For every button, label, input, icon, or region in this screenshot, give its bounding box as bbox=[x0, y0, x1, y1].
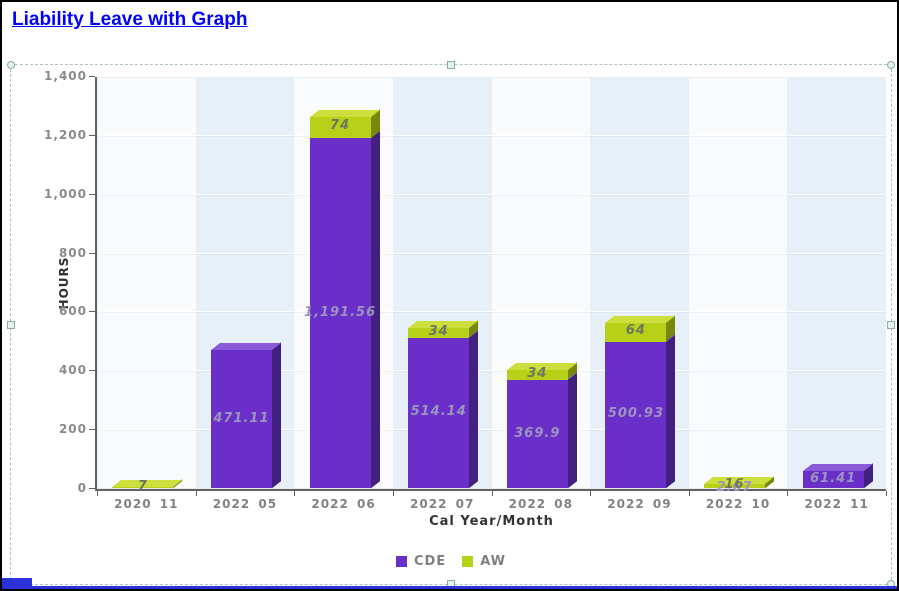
x-category-label: 2022 05 bbox=[212, 497, 278, 511]
bar-value-label: 471.11 bbox=[213, 410, 270, 426]
legend-item-aw[interactable]: AW bbox=[462, 554, 506, 569]
x-category-label: 2022 10 bbox=[705, 497, 771, 511]
bar-value-label: 74 bbox=[330, 118, 351, 134]
bar-aw-2022-07[interactable] bbox=[408, 327, 470, 338]
bottom-edge-line bbox=[2, 586, 897, 589]
x-category-label: 2022 09 bbox=[607, 497, 672, 511]
selection-handle-top-right[interactable] bbox=[887, 61, 895, 69]
bar-cde-2022-08[interactable] bbox=[506, 380, 568, 489]
bar-value-label: 34 bbox=[428, 323, 449, 339]
bar-value-label: 2.67 bbox=[716, 479, 753, 495]
x-tick-mark bbox=[392, 491, 394, 496]
y-tick-label: 200 bbox=[58, 422, 87, 437]
bar-value-label: 34 bbox=[527, 366, 548, 382]
x-tick-mark bbox=[787, 491, 789, 496]
bar-value-label: 61.41 bbox=[810, 470, 857, 486]
bar-aw-2020-11[interactable] bbox=[112, 486, 174, 489]
gridline bbox=[97, 252, 886, 254]
bottom-edge-block bbox=[2, 578, 32, 589]
x-category-label: 2022 07 bbox=[410, 497, 475, 511]
y-tick-mark bbox=[89, 252, 95, 254]
y-tick-label: 400 bbox=[58, 363, 87, 378]
x-tick-mark bbox=[886, 491, 887, 496]
gridline bbox=[97, 193, 886, 195]
y-tick-mark bbox=[89, 311, 95, 313]
report-title-link[interactable]: Liability Leave with Graph bbox=[12, 9, 248, 30]
plot-band bbox=[787, 77, 886, 489]
y-tick-label: 0 bbox=[77, 481, 87, 495]
bar-value-label: 500.93 bbox=[607, 406, 665, 422]
bar-value-label: 64 bbox=[625, 323, 646, 339]
gridline bbox=[97, 429, 886, 431]
legend-swatch-cde bbox=[395, 556, 407, 567]
y-tick-label: 800 bbox=[58, 245, 87, 260]
x-axis-line bbox=[95, 489, 886, 491]
legend-swatch-aw bbox=[462, 556, 474, 567]
legend: CDE AW bbox=[10, 554, 892, 569]
x-tick-mark bbox=[491, 491, 493, 496]
bar-aw-2022-06[interactable] bbox=[309, 116, 371, 139]
y-tick-label: 1,000 bbox=[44, 186, 87, 201]
y-tick-mark bbox=[89, 370, 95, 372]
x-tick-mark bbox=[590, 491, 592, 496]
gridline bbox=[97, 370, 886, 372]
bar-cde-2022-05[interactable] bbox=[210, 350, 272, 489]
bar-cde-2022-07[interactable] bbox=[408, 337, 470, 489]
x-tick-mark bbox=[688, 491, 690, 496]
bar-cde-2022-06[interactable] bbox=[309, 138, 371, 489]
y-tick-mark bbox=[89, 76, 95, 77]
legend-item-cde[interactable]: CDE bbox=[395, 554, 447, 569]
legend-label: CDE bbox=[413, 554, 447, 569]
x-category-label: 2022 08 bbox=[508, 497, 573, 511]
selection-handle-right-middle[interactable] bbox=[887, 320, 895, 329]
bar-aw-2022-08[interactable] bbox=[506, 370, 568, 381]
bar-value-label: 1,191.56 bbox=[303, 304, 377, 320]
bar-value-label: 369.9 bbox=[514, 425, 561, 441]
y-tick-mark bbox=[89, 193, 95, 195]
gridline bbox=[97, 311, 886, 313]
x-category-label: 2022 11 bbox=[804, 497, 869, 511]
y-tick-mark bbox=[89, 488, 95, 489]
plot-band bbox=[688, 77, 788, 489]
y-tick-mark bbox=[89, 429, 95, 431]
selection-handle-top-middle[interactable] bbox=[447, 61, 455, 69]
selection-handle-left-middle[interactable] bbox=[7, 320, 15, 329]
bar-cde-2022-11[interactable] bbox=[802, 470, 864, 489]
gridline bbox=[97, 134, 886, 136]
y-tick-label: 1,400 bbox=[44, 69, 87, 83]
bar-aw-2022-10[interactable] bbox=[704, 483, 766, 489]
x-tick-mark bbox=[97, 491, 98, 496]
y-tick-mark bbox=[89, 134, 95, 136]
x-tick-mark bbox=[294, 491, 296, 496]
x-category-label: 2022 06 bbox=[311, 497, 376, 511]
bar-cde-2022-09[interactable] bbox=[605, 341, 667, 489]
y-tick-label: 600 bbox=[58, 304, 87, 319]
bar-value-label: 16 bbox=[724, 476, 745, 492]
x-category-label: 2020 11 bbox=[114, 497, 179, 511]
bar-value-label: 514.14 bbox=[410, 404, 467, 420]
selection-handle-top-left[interactable] bbox=[7, 61, 15, 69]
y-tick-label: 1,200 bbox=[44, 127, 87, 142]
bar-value-label: 7 bbox=[137, 478, 148, 494]
plot-band bbox=[97, 77, 196, 489]
legend-label: AW bbox=[480, 554, 507, 569]
x-tick-mark bbox=[195, 491, 197, 496]
x-axis-title: Cal Year/Month bbox=[429, 514, 554, 529]
y-axis-line bbox=[95, 77, 97, 491]
bar-aw-2022-09[interactable] bbox=[605, 322, 667, 342]
